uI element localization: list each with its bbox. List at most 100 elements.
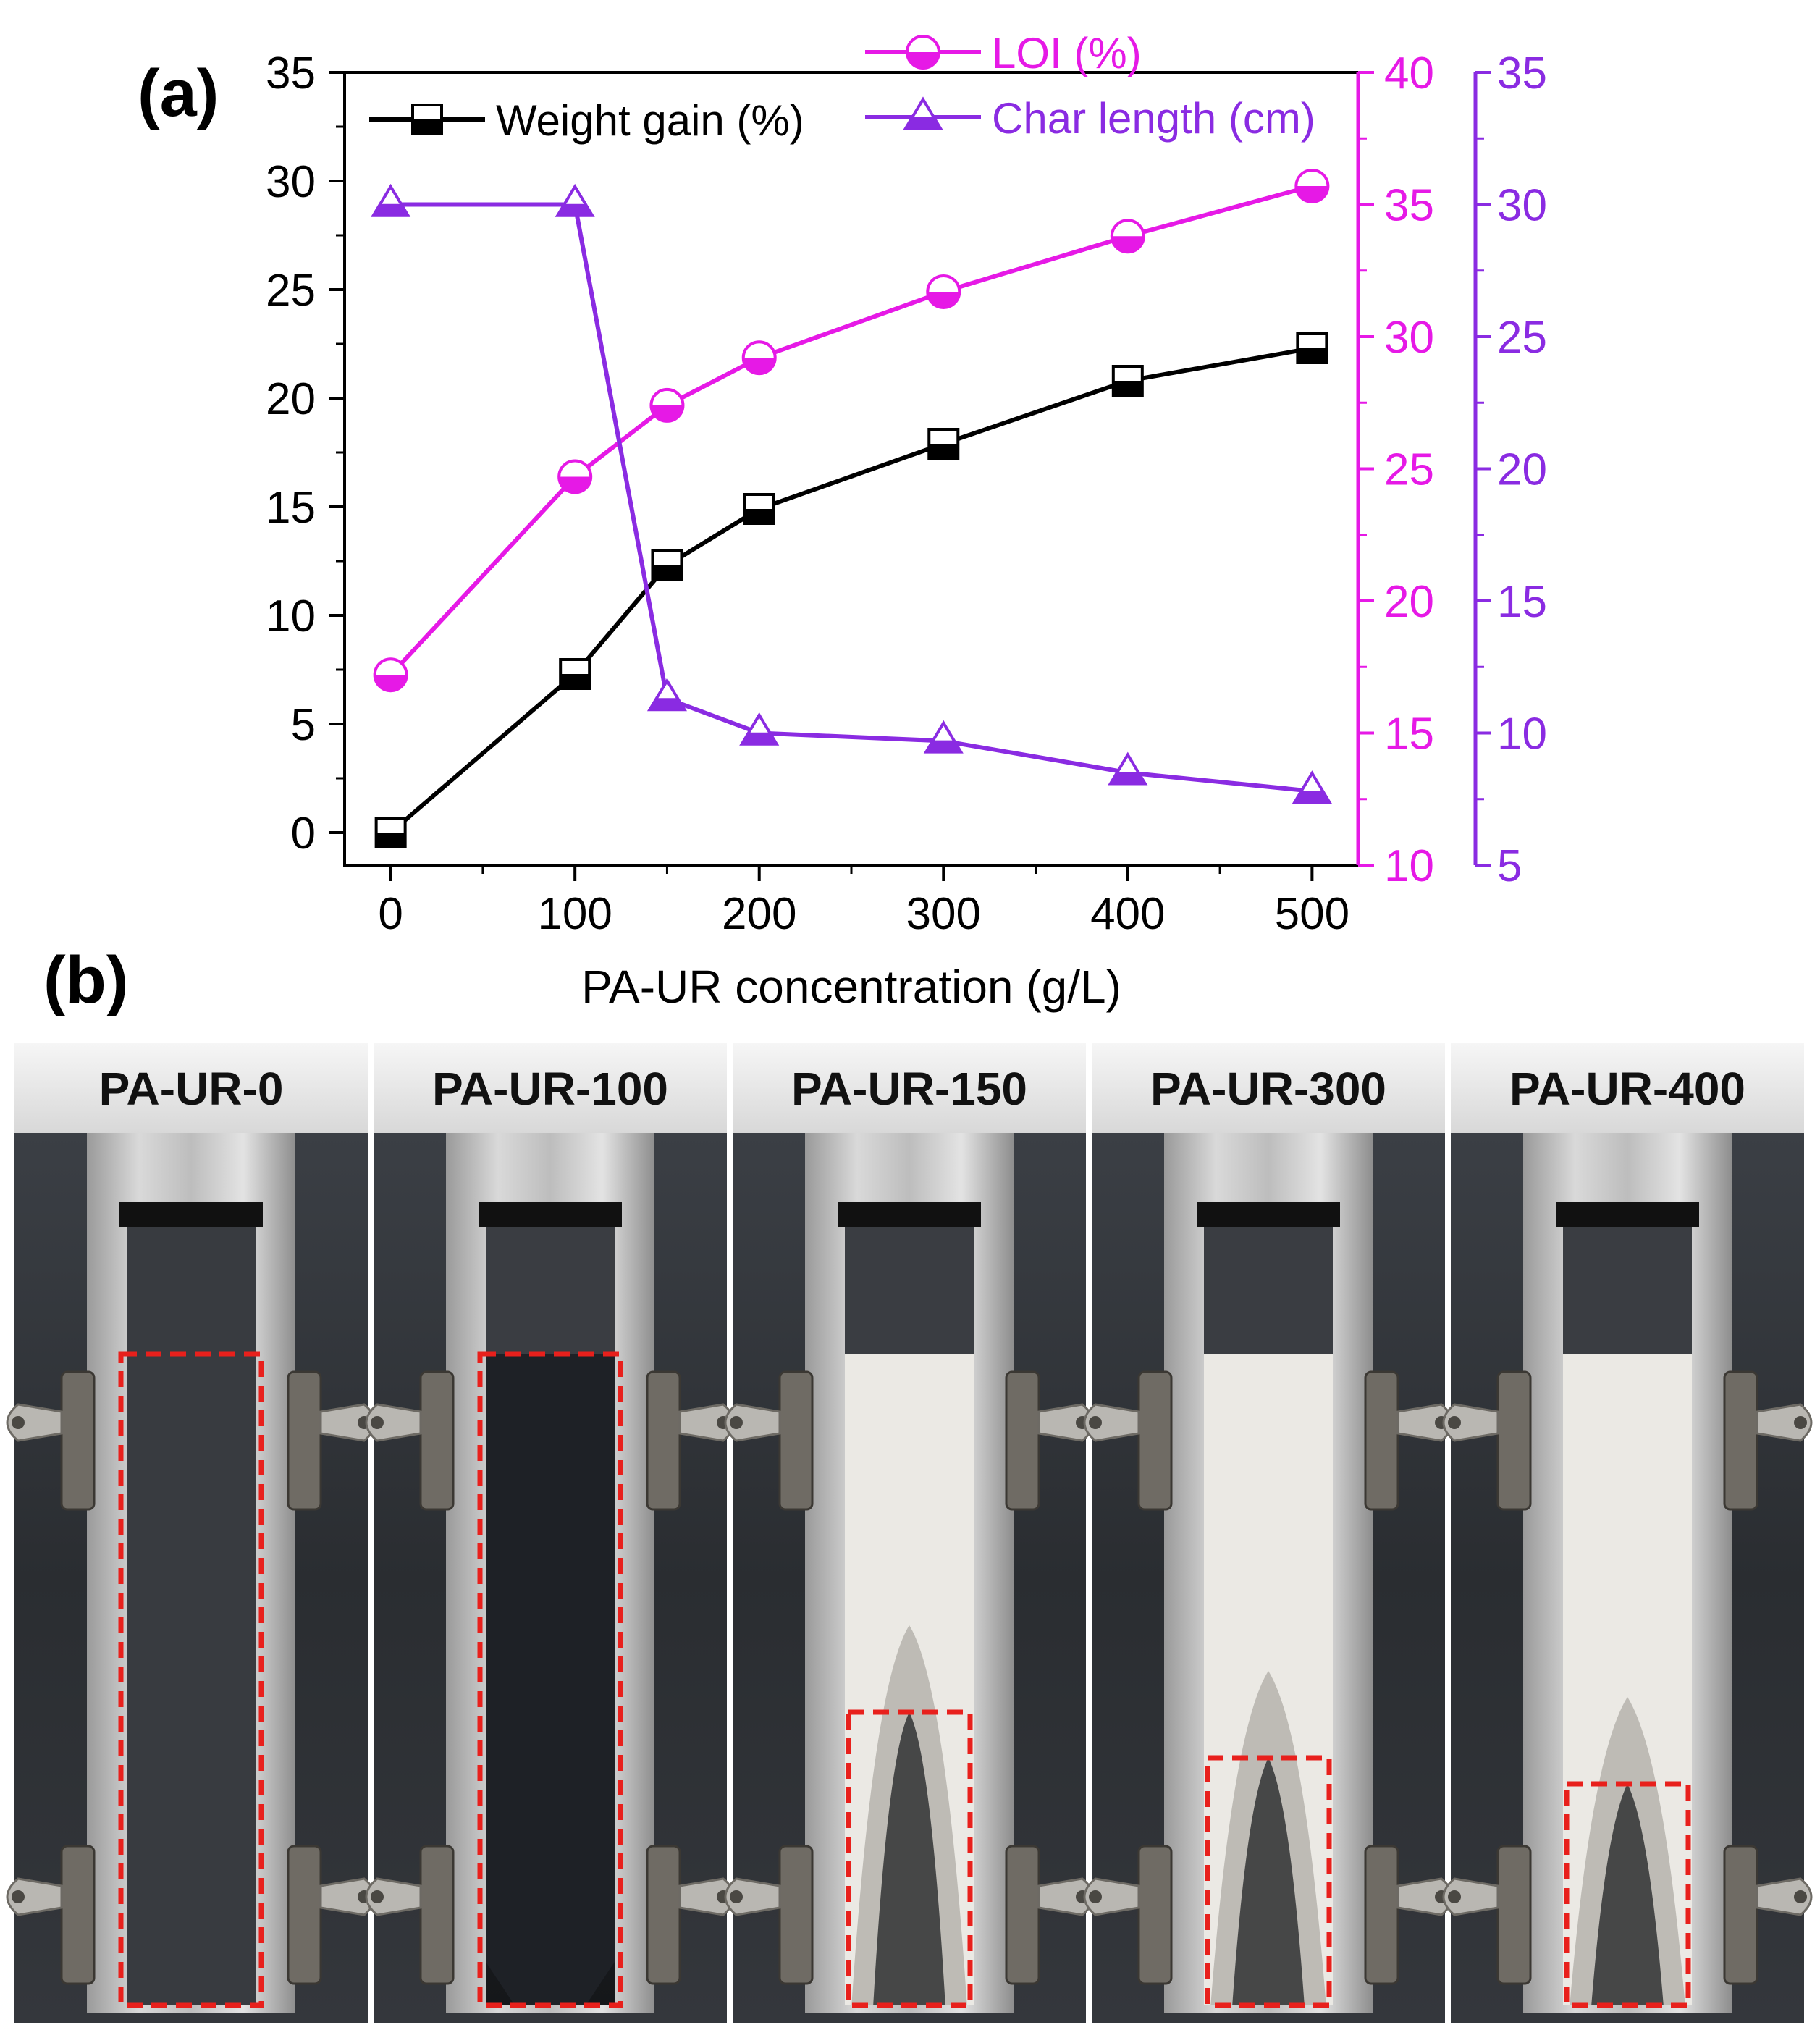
char-y-tick-label: 5 xyxy=(1497,841,1522,891)
scorch-region xyxy=(1210,1671,1326,2005)
clamp-handle xyxy=(1442,1877,1499,1916)
empty-window xyxy=(845,1227,974,1354)
series-1-point-fill xyxy=(1111,236,1144,253)
panel-b-label: (b) xyxy=(43,943,128,1017)
sample-photo: PA-UR-300 xyxy=(1083,1043,1454,2023)
loi-y-tick-label: 10 xyxy=(1384,841,1434,891)
clamp-handle xyxy=(1083,1877,1140,1916)
sample-photo: PA-UR-150 xyxy=(724,1043,1095,2023)
holder-slot xyxy=(838,1202,981,1227)
holder-slot xyxy=(479,1202,622,1227)
clamp-hole xyxy=(371,1416,384,1429)
series-2-point-fill xyxy=(741,732,777,744)
left-y-tick-label: 35 xyxy=(266,49,316,98)
clamp-block xyxy=(419,1370,455,1511)
clamp-block xyxy=(1137,1370,1173,1511)
char-y-tick-label: 30 xyxy=(1497,181,1547,231)
legend-label: Weight gain (%) xyxy=(496,96,804,145)
legend-marker-fill xyxy=(906,117,940,129)
clamp-block xyxy=(287,1370,322,1511)
clamp-block xyxy=(1364,1845,1399,1985)
clamp-block xyxy=(778,1370,814,1511)
empty-window xyxy=(1563,1227,1692,1354)
clamp-handle xyxy=(1756,1403,1813,1442)
series-2-point-fill xyxy=(1110,772,1145,784)
loi-y-tick-label: 25 xyxy=(1384,445,1434,495)
char-length-box xyxy=(1564,1781,1691,2008)
sample-label: PA-UR-150 xyxy=(791,1063,1027,1115)
loi-y-tick-label: 35 xyxy=(1384,181,1434,231)
charred-fabric-body xyxy=(486,1354,615,2005)
clamp-hole xyxy=(12,1890,25,1903)
series-0-point-fill xyxy=(652,565,682,580)
x-tick-label: 100 xyxy=(537,889,612,939)
loi-y-tick-label: 15 xyxy=(1384,709,1434,759)
series-1-point-fill xyxy=(651,405,683,421)
clamp-block xyxy=(646,1845,681,1985)
series-line-1 xyxy=(389,184,1313,677)
sample-label: PA-UR-100 xyxy=(432,1063,668,1115)
series-2-point-fill xyxy=(926,740,961,752)
clamp-block xyxy=(1005,1370,1040,1511)
clamp-handle xyxy=(1442,1403,1499,1442)
clamp-block xyxy=(1723,1845,1758,1985)
left-y-tick-label: 10 xyxy=(266,591,316,641)
series-line-0 xyxy=(389,346,1313,835)
x-tick-label: 500 xyxy=(1275,889,1349,939)
clamp-hole xyxy=(371,1890,384,1903)
loi-y-tick-label: 30 xyxy=(1384,313,1434,363)
series-0-point-fill xyxy=(1113,381,1142,395)
clamp-handle xyxy=(1756,1877,1813,1916)
clamp-block xyxy=(1005,1845,1040,1985)
scorch-region xyxy=(851,1625,967,2005)
scorch-region xyxy=(1570,1697,1685,2005)
sample-photo: PA-UR-0 xyxy=(6,1043,376,2023)
series-0-point-fill xyxy=(929,444,959,458)
holder-slot xyxy=(1197,1202,1340,1227)
series-2-point-fill xyxy=(557,203,593,216)
clamp-block xyxy=(778,1845,814,1985)
clamp-block xyxy=(1496,1845,1532,1985)
left-y-tick-label: 15 xyxy=(266,483,316,533)
series-1-point-fill xyxy=(559,476,591,493)
legend-marker-fill xyxy=(907,52,939,68)
sample-label-band xyxy=(374,1043,727,1133)
holder-slot xyxy=(119,1202,263,1227)
char-length-box xyxy=(477,1351,623,2008)
char-region xyxy=(1232,1758,1305,2005)
sample-label-band xyxy=(1451,1043,1804,1133)
char-length-box xyxy=(1205,1755,1332,2008)
panel-a-label: (a) xyxy=(138,56,219,130)
legend-marker-fill xyxy=(413,119,442,134)
clamp-hole xyxy=(730,1890,743,1903)
clamp-block xyxy=(60,1370,96,1511)
empty-window xyxy=(1204,1227,1333,1354)
axes-layer: 0 100 200 300 400 500 0 5 10 15 20 25 30 35 10 15 20 25 30… xyxy=(266,49,1547,939)
sample-label: PA-UR-300 xyxy=(1150,1063,1386,1115)
empty-window xyxy=(127,1227,256,2005)
loi-y-tick-label: 40 xyxy=(1384,49,1434,98)
left-y-tick-label: 25 xyxy=(266,266,316,316)
series-1-point-fill xyxy=(1296,185,1328,202)
clamp-hole xyxy=(1448,1416,1461,1429)
clamp-block xyxy=(419,1845,455,1985)
clamp-handle xyxy=(724,1877,781,1916)
clamp-handle xyxy=(6,1403,63,1442)
clamp-hole xyxy=(730,1416,743,1429)
clamp-block xyxy=(1364,1370,1399,1511)
char-length-box xyxy=(118,1351,264,2008)
series-0-point-fill xyxy=(1297,348,1327,363)
x-tick-label: 200 xyxy=(722,889,796,939)
sample-label-band xyxy=(14,1043,368,1133)
legend: Weight gain (%) LOI (%) Char length (cm) xyxy=(369,29,1315,145)
left-y-tick-label: 30 xyxy=(266,157,316,207)
series-1-point-fill xyxy=(927,291,960,308)
legend-label: LOI (%) xyxy=(992,29,1142,77)
clamp-handle xyxy=(724,1403,781,1442)
clamp-handle xyxy=(365,1403,422,1442)
char-y-tick-label: 20 xyxy=(1497,445,1547,495)
series-2-point-fill xyxy=(1294,791,1330,802)
series-1-point-fill xyxy=(374,675,407,691)
